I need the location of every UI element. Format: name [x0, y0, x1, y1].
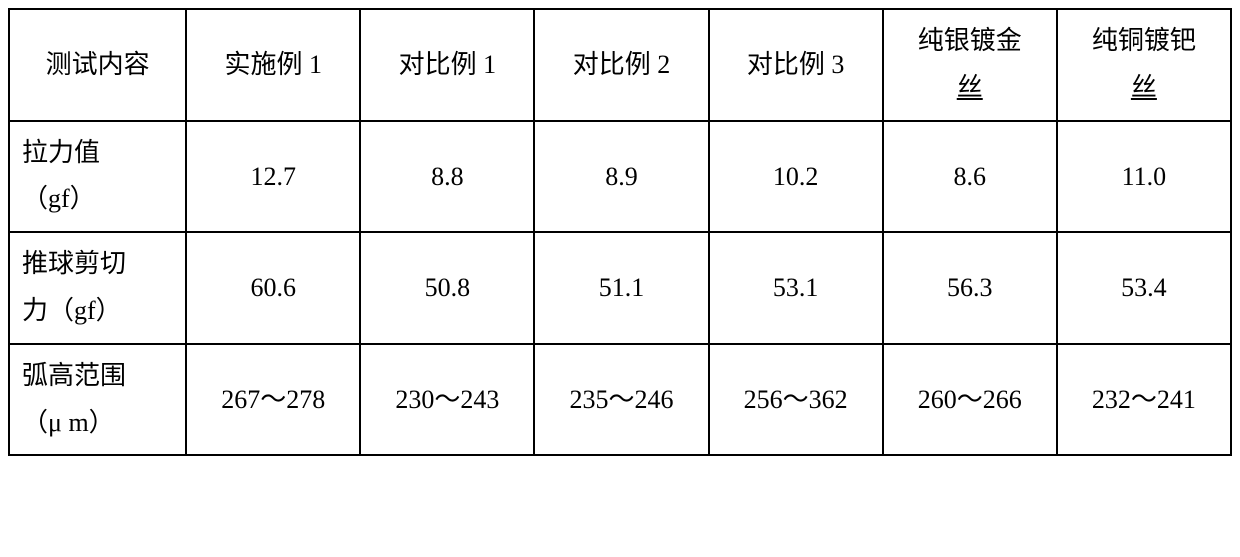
row-2-cell-5: 232～241 — [1057, 344, 1231, 456]
row-0-cell-4: 8.6 — [883, 121, 1057, 233]
row-1-cell-2: 51.1 — [534, 232, 708, 344]
header-cell-3: 对比例 2 — [534, 9, 708, 121]
header-cell-5: 纯银镀金 丝 — [883, 9, 1057, 121]
row-2-cell-1: 230～243 — [360, 344, 534, 456]
header-cell-0: 测试内容 — [9, 9, 186, 121]
row-2-label: 弧高范围 （μ m） — [9, 344, 186, 456]
row-0-cell-5: 11.0 — [1057, 121, 1231, 233]
header-5-line1: 纯银镀金 — [918, 26, 1022, 55]
row-1-cell-4: 56.3 — [883, 232, 1057, 344]
row-1-cell-1: 50.8 — [360, 232, 534, 344]
row-2-cell-4: 260～266 — [883, 344, 1057, 456]
header-6-underlined: 丝 — [1131, 73, 1157, 102]
row-1-label-line1: 推球剪切 — [22, 249, 126, 278]
row-2-cell-0: 267～278 — [186, 344, 360, 456]
row-1-cell-5: 53.4 — [1057, 232, 1231, 344]
header-cell-4: 对比例 3 — [709, 9, 883, 121]
data-table: 测试内容 实施例 1 对比例 1 对比例 2 对比例 3 纯银镀金 丝 纯铜镀钯… — [8, 8, 1232, 456]
header-cell-6: 纯铜镀钯 丝 — [1057, 9, 1231, 121]
row-0-cell-0: 12.7 — [186, 121, 360, 233]
row-0-label: 拉力值 （gf） — [9, 121, 186, 233]
table-header-row: 测试内容 实施例 1 对比例 1 对比例 2 对比例 3 纯银镀金 丝 纯铜镀钯… — [9, 9, 1231, 121]
row-0-label-line1: 拉力值 — [22, 138, 100, 167]
row-0-label-line2: （gf） — [22, 184, 96, 213]
row-2-label-line2: （μ m） — [22, 408, 115, 437]
row-2-cell-3: 256～362 — [709, 344, 883, 456]
table-row: 拉力值 （gf） 12.7 8.8 8.9 10.2 8.6 11.0 — [9, 121, 1231, 233]
header-cell-2: 对比例 1 — [360, 9, 534, 121]
row-1-cell-3: 53.1 — [709, 232, 883, 344]
header-cell-1: 实施例 1 — [186, 9, 360, 121]
row-1-label-line2: 力（gf） — [22, 296, 122, 325]
row-1-cell-0: 60.6 — [186, 232, 360, 344]
row-2-label-line1: 弧高范围 — [22, 361, 126, 390]
row-2-cell-2: 235～246 — [534, 344, 708, 456]
row-0-cell-3: 10.2 — [709, 121, 883, 233]
header-5-underlined: 丝 — [957, 73, 983, 102]
header-6-line1: 纯铜镀钯 — [1092, 26, 1196, 55]
row-1-label: 推球剪切 力（gf） — [9, 232, 186, 344]
table-row: 推球剪切 力（gf） 60.6 50.8 51.1 53.1 56.3 53.4 — [9, 232, 1231, 344]
row-0-cell-2: 8.9 — [534, 121, 708, 233]
row-0-cell-1: 8.8 — [360, 121, 534, 233]
table-row: 弧高范围 （μ m） 267～278 230～243 235～246 256～3… — [9, 344, 1231, 456]
